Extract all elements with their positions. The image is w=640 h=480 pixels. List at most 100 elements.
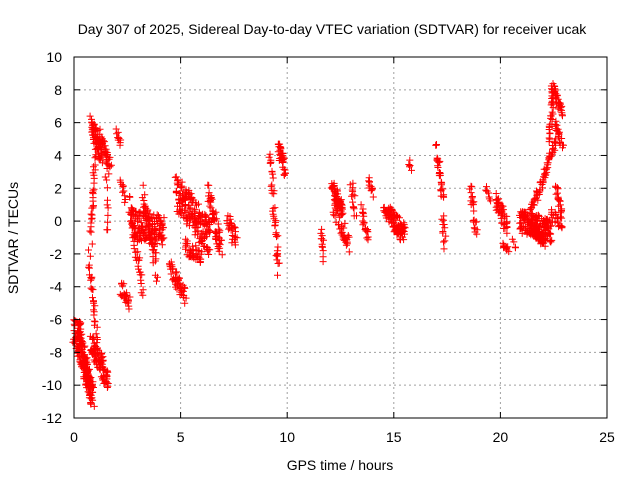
data-point: [545, 156, 553, 164]
data-points: [69, 80, 567, 410]
data-point: [181, 284, 189, 292]
data-point: [268, 181, 276, 189]
data-point: [123, 289, 131, 297]
data-point: [158, 241, 166, 249]
data-point: [140, 200, 148, 208]
data-point: [492, 190, 500, 197]
grid-lines: [74, 57, 607, 418]
data-point: [99, 356, 107, 364]
data-point: [338, 228, 346, 236]
data-point: [135, 209, 143, 217]
x-tick-label: 5: [177, 429, 185, 445]
data-point: [90, 185, 98, 193]
data-point: [155, 212, 162, 220]
plot-frame: [73, 56, 608, 419]
data-point: [104, 211, 112, 219]
data-point: [436, 157, 444, 165]
data-point: [558, 135, 566, 142]
data-point: [103, 184, 111, 192]
data-point: [113, 130, 121, 138]
data-point: [485, 189, 492, 197]
data-point: [494, 195, 502, 203]
data-point: [440, 216, 447, 224]
data-point: [207, 198, 215, 206]
y-tick-label: 8: [54, 82, 62, 98]
data-point: [87, 276, 95, 284]
data-point: [408, 166, 415, 174]
data-point: [400, 228, 408, 235]
data-point: [266, 150, 274, 158]
data-point: [348, 192, 356, 200]
data-point: [363, 234, 371, 242]
data-point: [364, 236, 372, 244]
y-axis-label: SDTVAR / TECUs: [5, 182, 21, 294]
data-point: [104, 153, 112, 161]
data-point: [340, 224, 348, 232]
data-point: [194, 227, 202, 235]
data-point: [145, 213, 153, 221]
data-point: [546, 135, 554, 143]
data-point: [152, 249, 160, 257]
data-point: [557, 103, 565, 111]
data-point: [527, 205, 534, 213]
data-point: [270, 190, 278, 198]
data-point: [212, 215, 220, 223]
data-point: [206, 246, 214, 254]
chart-title: Day 307 of 2025, Sidereal Day-to-day VTE…: [78, 21, 588, 37]
data-point: [91, 302, 99, 310]
data-point: [101, 142, 109, 150]
data-point: [349, 184, 357, 192]
data-point: [470, 207, 478, 215]
data-point: [103, 176, 111, 184]
data-point: [172, 173, 180, 181]
data-point: [103, 201, 111, 209]
y-tick-label: -10: [42, 377, 62, 393]
data-point: [331, 212, 339, 220]
data-point: [539, 184, 546, 192]
data-point: [545, 134, 553, 142]
data-point: [99, 137, 107, 145]
data-point: [392, 216, 400, 224]
data-point: [101, 173, 109, 181]
data-point: [558, 223, 566, 231]
data-point: [554, 125, 562, 133]
data-point: [86, 252, 94, 260]
data-point: [80, 343, 88, 351]
data-point: [544, 164, 552, 172]
data-point: [76, 321, 84, 328]
data-point: [269, 174, 277, 182]
data-point: [398, 228, 406, 236]
data-point: [211, 216, 219, 224]
data-point: [91, 166, 99, 174]
data-point: [144, 223, 152, 231]
data-point: [265, 153, 273, 161]
data-point: [84, 366, 92, 374]
data-point: [86, 390, 94, 398]
data-point: [330, 211, 338, 219]
data-point: [176, 283, 184, 291]
data-point: [510, 238, 518, 246]
data-point: [206, 227, 214, 235]
data-point: [136, 208, 144, 216]
data-point: [103, 375, 110, 383]
data-point: [128, 211, 136, 219]
data-point: [542, 171, 549, 179]
data-point: [121, 196, 129, 203]
data-point: [357, 201, 365, 209]
data-point: [319, 247, 327, 255]
data-point: [396, 214, 403, 222]
data-point: [353, 212, 360, 220]
y-tick-label: -12: [42, 410, 62, 426]
data-point: [104, 226, 112, 234]
data-point: [503, 229, 511, 237]
data-point: [130, 245, 138, 253]
data-point: [201, 210, 209, 218]
data-point: [154, 273, 161, 281]
data-point: [435, 158, 443, 166]
data-point: [270, 215, 278, 223]
data-point: [81, 342, 89, 350]
data-point: [93, 323, 101, 331]
data-point: [400, 236, 408, 244]
y-tick-label: 4: [54, 147, 62, 163]
data-point: [197, 255, 205, 263]
